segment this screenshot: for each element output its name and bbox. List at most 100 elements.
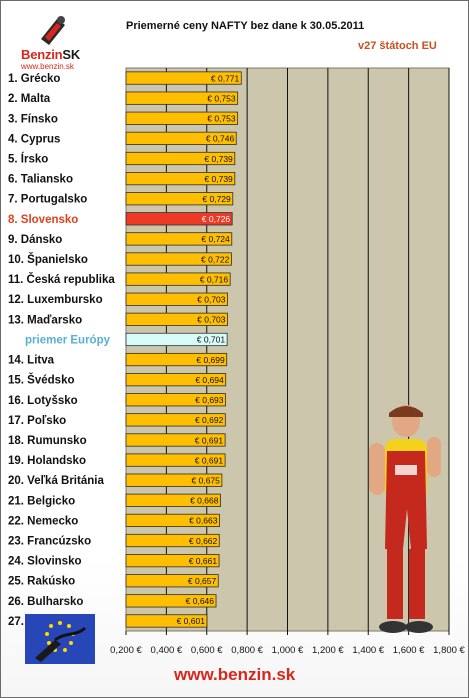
bar (125, 554, 220, 568)
x-tick-label: 1,200 € (312, 645, 344, 656)
bar (125, 212, 233, 226)
data-label: € 0,729 (202, 194, 231, 204)
category-label: 23. Francúzsko (8, 536, 91, 548)
category-label: 11. Česká republika (8, 273, 115, 286)
bar (125, 373, 227, 387)
category-label: 18. Rumunsko (8, 435, 87, 447)
bar (125, 574, 219, 588)
bar (125, 292, 228, 306)
data-label: € 0,739 (204, 174, 233, 184)
category-label: 25. Rakúsko (8, 576, 75, 588)
bar (125, 151, 236, 166)
bar (125, 393, 226, 407)
data-label: € 0,753 (207, 114, 236, 124)
data-label: € 0,691 (195, 455, 224, 465)
data-label: € 0,657 (188, 576, 217, 586)
data-label: € 0,694 (195, 375, 224, 385)
x-tick-label: 1,800 € (433, 645, 465, 656)
bar (125, 272, 231, 286)
category-label: 9. Dánsko (8, 234, 62, 246)
category-label: 15. Švédsko (8, 374, 74, 387)
bar (125, 614, 208, 628)
bar (125, 171, 236, 186)
category-label: 16. Lotyšsko (8, 395, 78, 407)
x-tick-label: 1,600 € (393, 645, 425, 656)
bar (125, 533, 220, 548)
category-label: 13. Maďarsko (8, 314, 82, 326)
bar (125, 453, 226, 467)
category-label: 14. Litva (8, 355, 55, 367)
data-label: € 0,753 (207, 93, 236, 103)
data-label: € 0,668 (190, 496, 219, 506)
data-label: € 0,724 (201, 234, 230, 244)
bar (125, 312, 228, 326)
data-label: € 0,691 (195, 435, 224, 445)
category-label: 2. Malta (8, 93, 51, 105)
category-label: 8. Slovensko (8, 214, 78, 226)
data-label: € 0,739 (204, 154, 233, 164)
category-label: 26. Bulharsko (8, 596, 83, 608)
data-label: € 0,703 (197, 315, 226, 325)
category-label: 5. Írsko (8, 152, 48, 165)
data-label: € 0,722 (201, 254, 230, 264)
chart-title: Priemerné ceny NAFTY bez dane k 30.05.20… (126, 20, 365, 32)
data-label: € 0,716 (200, 274, 229, 284)
data-label: € 0,701 (197, 335, 226, 345)
x-tick-label: 0,800 € (231, 645, 263, 656)
x-tick-label: 0,400 € (151, 645, 183, 656)
data-label: € 0,692 (195, 415, 224, 425)
data-label: € 0,661 (189, 556, 218, 566)
benzin-logo[interactable]: BenzinSK www.benzin.sk (7, 7, 91, 71)
category-label: 4. Cyprus (8, 133, 60, 145)
category-label: 12. Luxembursko (8, 294, 103, 306)
bar (125, 433, 226, 447)
category-label: 3. Fínsko (8, 113, 58, 125)
category-label: 22. Nemecko (8, 515, 78, 527)
bar (125, 111, 239, 125)
bar (125, 91, 239, 105)
bar (125, 594, 217, 608)
bar (125, 352, 228, 367)
data-label: € 0,675 (192, 475, 221, 485)
fuel-nozzle-icon (41, 16, 65, 45)
category-label: 21. Belgicko (8, 495, 75, 507)
data-label: € 0,662 (189, 536, 218, 546)
eu-flag-image (25, 614, 95, 664)
bar (125, 252, 232, 266)
category-label: 17. Poľsko (8, 415, 66, 427)
bar (125, 192, 234, 206)
category-label: 19. Holandsko (8, 455, 86, 467)
category-label: 10. Španielsko (8, 253, 88, 266)
bar (125, 413, 226, 427)
fuel-attendant-mascot-image (369, 405, 441, 633)
data-label: € 0,693 (195, 395, 224, 405)
data-label: € 0,771 (211, 73, 240, 83)
bar (125, 493, 221, 507)
logo-wordmark: BenzinSK (21, 47, 81, 62)
data-label: € 0,746 (206, 134, 235, 144)
data-label: € 0,703 (197, 295, 226, 305)
data-label: € 0,726 (202, 214, 231, 224)
bar (125, 131, 237, 145)
category-label: 1. Grécko (8, 73, 60, 85)
data-label: € 0,699 (196, 355, 225, 365)
x-tick-label: 0,600 € (191, 645, 223, 656)
category-label: 20. Veľká Británia (8, 475, 104, 487)
data-label: € 0,663 (189, 516, 218, 526)
category-label: 7. Portugalsko (8, 194, 87, 206)
bar (125, 513, 220, 528)
x-tick-label: 0,200 € (110, 645, 142, 656)
footer-url[interactable]: www.benzin.sk (174, 665, 296, 684)
logo-url: www.benzin.sk (21, 62, 74, 71)
x-tick-label: 1,400 € (352, 645, 384, 656)
category-label: 24. Slovinsko (8, 556, 82, 568)
bar (125, 71, 242, 85)
bar (125, 473, 223, 487)
data-label: € 0,601 (177, 616, 206, 626)
x-tick-label: 1,000 € (272, 645, 304, 656)
category-label: 6. Taliansko (8, 174, 73, 186)
bar (125, 332, 228, 347)
bar (125, 232, 233, 246)
data-label: € 0,646 (186, 596, 215, 606)
